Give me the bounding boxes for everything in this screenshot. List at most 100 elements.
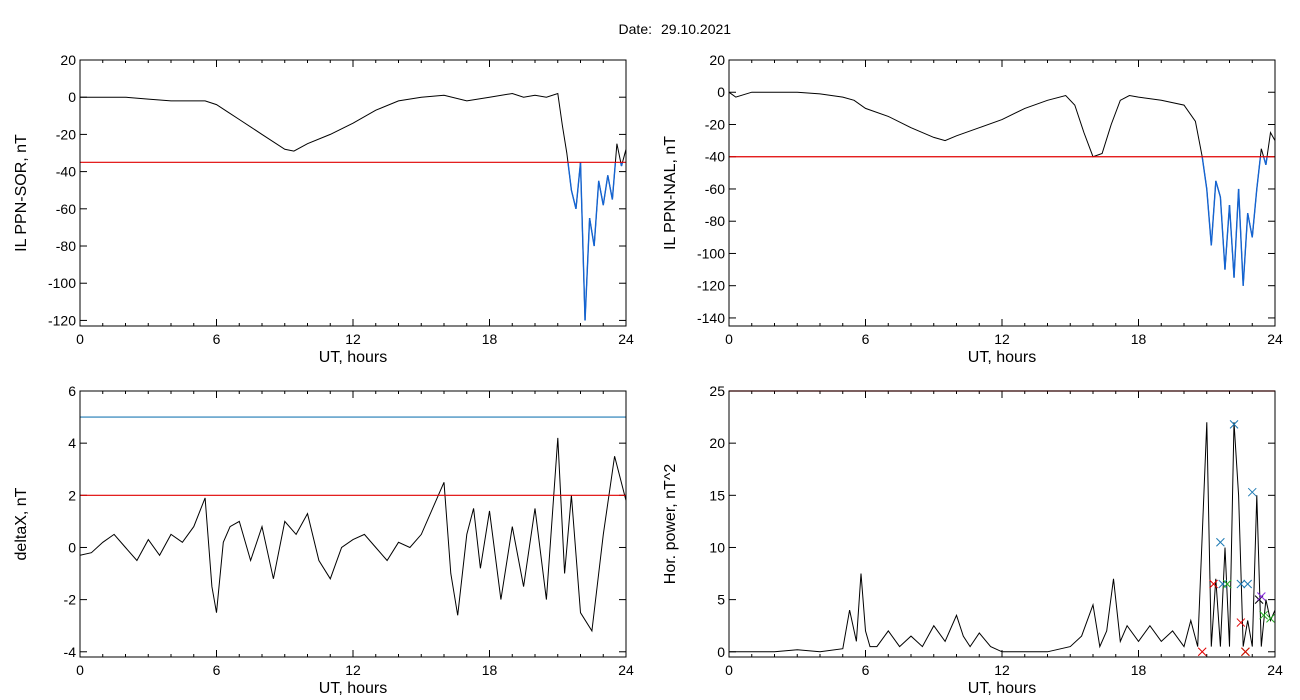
chart-1: 0 6 12 18 24 20 0 -20 -40 -60 -80 -100 -120 UT, hours…	[13, 52, 634, 366]
marker-x	[1218, 579, 1228, 589]
marker-stroke	[1236, 579, 1246, 589]
series-below-threshold	[588, 217, 595, 247]
series-below-threshold	[598, 180, 604, 206]
series-below-threshold	[1256, 156, 1262, 190]
marker-x	[1236, 579, 1246, 589]
series-below-threshold	[1242, 213, 1249, 286]
y-axis-label: deltaX, nT	[13, 487, 30, 560]
marker-stroke	[1229, 420, 1239, 429]
y-tick-label: 10	[709, 539, 725, 555]
marker-stroke	[1259, 610, 1268, 620]
x-tick-label: 24	[1267, 331, 1283, 347]
marker-x	[1247, 487, 1257, 497]
marker-stroke	[1216, 537, 1225, 547]
marker-stroke	[1218, 579, 1228, 589]
series-below-threshold	[1219, 196, 1226, 270]
series-below-threshold	[620, 162, 624, 167]
marker-stroke	[1222, 579, 1232, 589]
y-tick-label: 15	[709, 487, 725, 503]
plot-frame	[79, 59, 627, 327]
y-tick-label: 0	[68, 539, 76, 555]
date-label: Date:	[619, 21, 652, 37]
y-tick-label: -40	[56, 164, 76, 180]
y-tick-label: -2	[64, 592, 77, 608]
plot-area	[729, 422, 1275, 653]
marker-x	[1243, 579, 1253, 589]
series-below-threshold	[1228, 205, 1235, 278]
marker-x	[1216, 537, 1225, 547]
marker-x	[1209, 579, 1218, 589]
x-tick-label: 0	[725, 331, 733, 347]
x-tick-label: 6	[213, 331, 221, 347]
series-below-threshold	[1210, 180, 1217, 246]
marker-x	[1256, 592, 1266, 601]
marker-x	[1229, 420, 1239, 429]
y-axis-label: IL PPN-SOR, nT	[13, 134, 30, 252]
plot-frame	[79, 390, 627, 658]
y-axis-label: IL PPN-NAL, nT	[662, 136, 679, 250]
marker-stroke	[1243, 579, 1253, 589]
x-tick-label: 24	[618, 662, 634, 678]
marker-x	[1222, 579, 1232, 589]
y-tick-label: -140	[697, 310, 725, 326]
y-tick-label: -80	[56, 238, 76, 254]
x-axis-label: UT, hours	[319, 680, 387, 697]
marker-stroke	[1236, 618, 1246, 627]
x-axis-label: UT, hours	[968, 680, 1036, 697]
x-tick-label: 0	[76, 331, 84, 347]
plot-frame	[728, 390, 1276, 658]
x-tick-label: 18	[482, 331, 498, 347]
y-tick-label: -80	[705, 213, 725, 229]
y-tick-label: 2	[68, 487, 76, 503]
y-tick-label: -120	[697, 278, 725, 294]
plot-area	[80, 437, 626, 633]
y-tick-label: 6	[68, 383, 76, 399]
marker-stroke	[1266, 614, 1275, 623]
y-tick-label: 20	[709, 52, 725, 68]
y-tick-label: 20	[60, 52, 76, 68]
x-tick-label: 12	[345, 331, 361, 347]
series-below-threshold	[1237, 188, 1244, 286]
x-tick-label: 6	[862, 662, 870, 678]
x-tick-label: 12	[994, 662, 1010, 678]
x-tick-label: 18	[1131, 662, 1147, 678]
marker-stroke	[1209, 579, 1218, 589]
x-tick-label: 24	[618, 331, 634, 347]
chart-4: 0 6 12 18 24 25 20 15 10 5 0 UT, hours Hor. power, n…	[662, 383, 1283, 697]
x-tick-label: 18	[482, 662, 498, 678]
series-line	[80, 92, 626, 321]
series-below-threshold	[1233, 188, 1240, 278]
y-tick-label: -20	[705, 116, 725, 132]
x-axis-label: UT, hours	[968, 349, 1036, 366]
y-tick-label: 20	[709, 435, 725, 451]
series-below-threshold	[1247, 213, 1253, 238]
series-below-threshold	[570, 190, 577, 209]
y-tick-label: -100	[48, 275, 76, 291]
y-tick-label: 0	[717, 644, 725, 660]
series-below-threshold	[567, 162, 573, 191]
y-axis-label: Hor. power, nT^2	[662, 464, 679, 585]
y-tick-label: -100	[697, 245, 725, 261]
series-below-threshold	[575, 162, 582, 209]
series-below-threshold	[1206, 188, 1212, 246]
y-tick-label: 5	[717, 592, 725, 608]
marker-stroke	[1241, 647, 1250, 657]
x-tick-label: 18	[1131, 331, 1147, 347]
marker-x	[1241, 647, 1250, 657]
x-tick-label: 12	[345, 662, 361, 678]
series-below-threshold	[593, 180, 600, 247]
series-line	[729, 422, 1275, 653]
x-tick-label: 24	[1267, 662, 1283, 678]
marker-x	[1236, 618, 1246, 627]
y-tick-label: -60	[56, 201, 76, 217]
x-tick-label: 6	[213, 662, 221, 678]
marker-x	[1266, 614, 1275, 623]
x-tick-label: 6	[862, 331, 870, 347]
y-tick-label: 0	[68, 89, 76, 105]
marker-x	[1259, 610, 1268, 620]
chart-2: 0 6 12 18 24 20 0 -20 -40 -60 -80 -100 -120 -140 UT, h…	[662, 52, 1283, 366]
series-below-threshold	[1201, 156, 1208, 190]
series-below-threshold	[579, 162, 586, 321]
